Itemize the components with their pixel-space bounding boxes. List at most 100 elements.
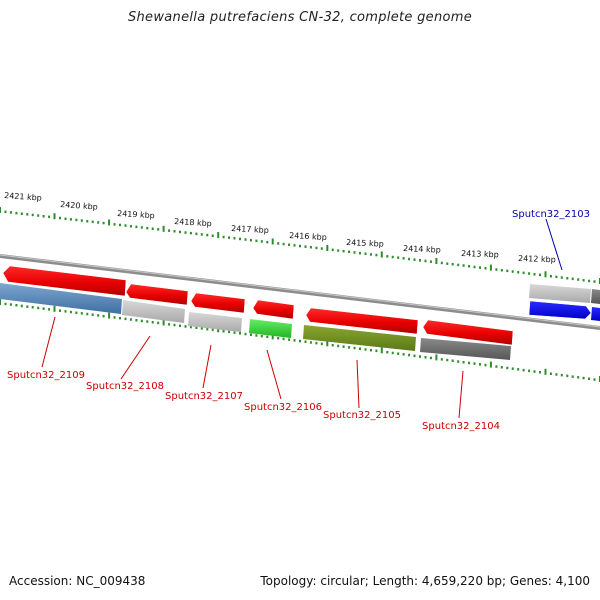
upper-ruler-minor-tick (353, 251, 356, 254)
gene-label-2104[interactable]: Sputcn32_2104 (422, 421, 500, 432)
lower-ruler-minor-tick (320, 342, 323, 346)
upper-ruler-minor-tick (140, 226, 143, 229)
lower-ruler-minor-tick (309, 341, 312, 344)
upper-ruler-minor-tick (555, 275, 558, 279)
upper-ruler-minor-tick (462, 264, 465, 267)
gene-2108[interactable] (125, 283, 189, 306)
upper-ruler-minor-tick (277, 242, 280, 245)
lower-ruler-major-tick (544, 368, 547, 375)
lower-ruler-minor-tick (462, 361, 465, 364)
tick-label-2417: 2417 kbp (231, 224, 269, 235)
upper-ruler-minor-tick (364, 252, 367, 255)
upper-ruler-minor-tick (408, 257, 411, 261)
lower-ruler-minor-tick (288, 338, 291, 341)
gene-2107[interactable] (190, 292, 246, 314)
feature-bar-2107 (188, 312, 242, 332)
lower-ruler-minor-tick (446, 358, 449, 362)
upper-ruler-minor-tick (391, 255, 394, 259)
lower-ruler-minor-tick (299, 339, 301, 343)
lower-ruler-minor-tick (353, 346, 356, 350)
lower-ruler-minor-tick (157, 321, 160, 325)
gene-2103[interactable] (528, 300, 592, 320)
upper-ruler-minor-tick (189, 231, 192, 235)
lower-ruler-major-tick (162, 319, 165, 326)
upper-ruler-major-tick (53, 213, 56, 220)
lower-ruler-minor-tick (239, 332, 241, 335)
gene-2106[interactable] (252, 299, 295, 320)
gene-label-2105[interactable]: Sputcn32_2105 (323, 410, 401, 421)
feature-bar-2108 (122, 300, 185, 323)
upper-ruler-minor-tick (64, 217, 67, 220)
upper-ruler-minor-tick (59, 216, 61, 220)
lower-ruler-minor-tick (244, 332, 247, 336)
upper-ruler-minor-tick (446, 262, 449, 265)
gene-label-2109[interactable]: Sputcn32_2109 (7, 370, 85, 381)
lower-ruler-minor-tick (26, 305, 29, 308)
upper-ruler-minor-tick (582, 279, 585, 282)
upper-ruler-minor-tick (233, 237, 236, 240)
gene-2102-partial-bar (591, 289, 600, 304)
gene-label-2106[interactable]: Sputcn32_2106 (244, 402, 322, 413)
leader-2108 (120, 335, 151, 380)
lower-ruler-minor-tick (484, 363, 487, 367)
upper-ruler-minor-tick (419, 259, 421, 262)
leader-2103 (545, 218, 563, 271)
lower-ruler-minor-tick (495, 365, 498, 368)
lower-ruler-minor-tick (80, 312, 83, 315)
upper-ruler-minor-tick (282, 242, 285, 246)
upper-ruler-minor-tick (124, 224, 127, 227)
lower-ruler-minor-tick (549, 372, 552, 375)
upper-ruler-minor-tick (528, 272, 531, 275)
upper-ruler-minor-tick (402, 257, 405, 260)
lower-ruler-minor-tick (124, 317, 127, 321)
leader-2104 (458, 370, 464, 419)
gene-label-2107[interactable]: Sputcn32_2107 (165, 391, 243, 402)
tick-label-2420: 2420 kbp (60, 200, 98, 212)
gene-2102-partial[interactable] (591, 307, 600, 321)
leader-2109 (41, 316, 56, 368)
tick-label-2414: 2414 kbp (403, 244, 441, 255)
upper-ruler-major-tick (326, 245, 329, 251)
upper-ruler-minor-tick (15, 211, 18, 215)
upper-ruler-minor-tick (577, 278, 580, 281)
lower-ruler-minor-tick (331, 344, 334, 347)
lower-ruler-minor-tick (266, 335, 269, 339)
upper-ruler-major-tick (435, 258, 438, 264)
lower-ruler-minor-tick (249, 333, 252, 336)
lower-ruler-minor-tick (255, 334, 258, 337)
lower-ruler-minor-tick (369, 348, 372, 352)
lower-ruler-minor-tick (97, 314, 100, 317)
gene-2104[interactable] (422, 319, 514, 346)
upper-ruler-minor-tick (359, 251, 361, 255)
upper-ruler-minor-tick (304, 245, 307, 248)
upper-ruler-minor-tick (135, 225, 138, 229)
lower-ruler-minor-tick (200, 327, 203, 330)
upper-ruler-minor-tick (173, 230, 176, 233)
upper-ruler-minor-tick (522, 271, 525, 275)
lower-ruler-minor-tick (228, 330, 231, 334)
lower-ruler-major-tick (326, 340, 329, 347)
gene-2109[interactable] (2, 265, 127, 297)
gene-label-2108[interactable]: Sputcn32_2108 (86, 381, 164, 392)
gene-2105[interactable] (305, 307, 419, 335)
upper-ruler-major-tick (162, 225, 165, 232)
lower-ruler-minor-tick (206, 327, 209, 331)
upper-ruler-minor-tick (9, 211, 12, 214)
upper-ruler-minor-tick (299, 244, 301, 248)
tick-label-2418: 2418 kbp (174, 217, 212, 228)
upper-ruler-minor-tick (429, 260, 432, 263)
lower-ruler-minor-tick (408, 353, 411, 357)
lower-ruler-minor-tick (64, 310, 67, 313)
upper-ruler-minor-tick (222, 235, 225, 239)
lower-ruler-minor-tick (440, 358, 443, 361)
lower-ruler-minor-tick (59, 309, 61, 312)
lower-ruler-minor-tick (566, 374, 569, 378)
gene-label-2103[interactable]: Sputcn32_2103 (512, 209, 590, 220)
upper-ruler-minor-tick (348, 250, 351, 254)
upper-ruler-minor-tick (151, 227, 154, 230)
feature-bar-2106 (249, 319, 292, 338)
lower-ruler-minor-tick (560, 373, 563, 377)
feature-bars (0, 283, 511, 360)
upper-ruler-minor-tick (288, 243, 291, 246)
lower-ruler-minor-tick (364, 348, 367, 351)
